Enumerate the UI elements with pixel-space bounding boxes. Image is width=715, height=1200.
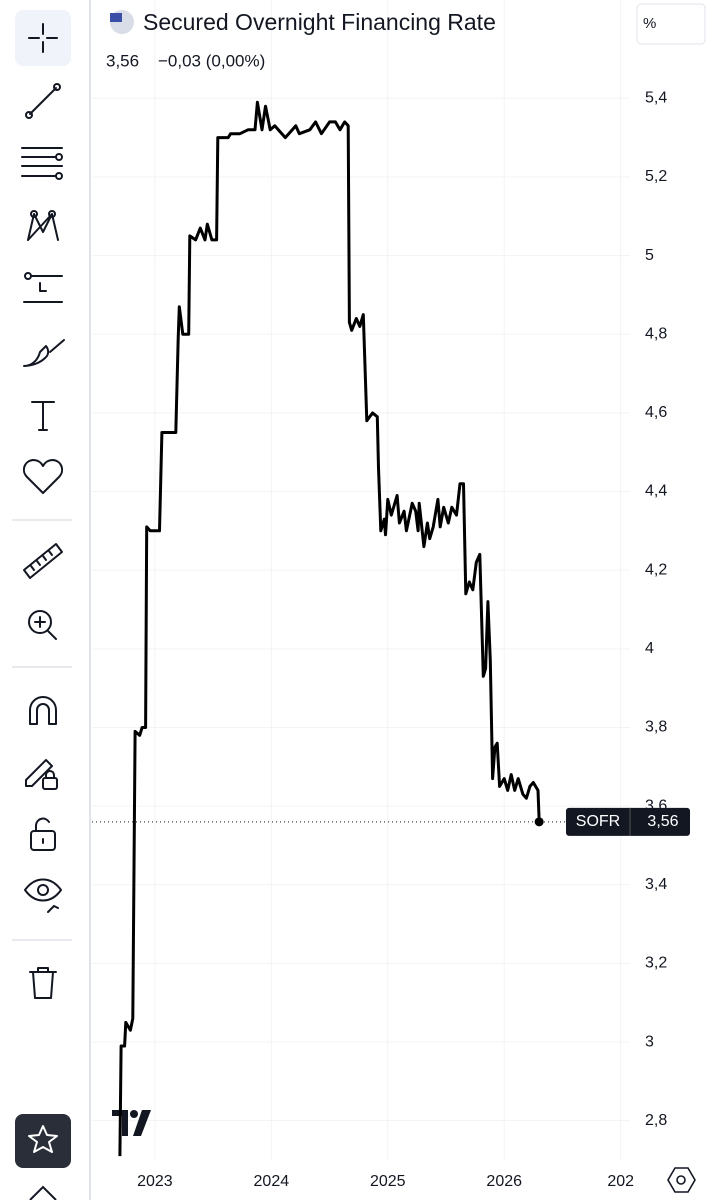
delete-tool[interactable] xyxy=(29,967,57,999)
y-tick-label: 4,4 xyxy=(645,483,667,500)
y-tick-label: 3,4 xyxy=(645,876,667,893)
y-tick-label: 3,8 xyxy=(645,719,667,736)
watchlist-button[interactable] xyxy=(15,1114,71,1168)
lock-drawings-tool[interactable] xyxy=(25,759,58,790)
y-tick-label: 2,8 xyxy=(645,1112,667,1129)
trend-line-tool[interactable] xyxy=(25,83,61,119)
magnet-tool[interactable] xyxy=(29,696,57,725)
hide-tool[interactable] xyxy=(24,878,62,913)
y-tick-label: 4,6 xyxy=(645,404,667,421)
y-tick-label: 5,4 xyxy=(645,90,667,107)
price-badge-label: 3,56 xyxy=(647,813,678,830)
toolbar xyxy=(12,0,91,1200)
tv-logo xyxy=(112,1110,151,1136)
y-tick-label: 5 xyxy=(645,247,654,264)
projection-tool[interactable] xyxy=(23,272,63,303)
y-tick-label: 4,2 xyxy=(645,561,667,578)
crosshair-icon xyxy=(28,23,58,53)
x-tick-label: 2024 xyxy=(254,1173,290,1190)
ruler-tool[interactable] xyxy=(23,543,63,579)
x-tick-label: 2025 xyxy=(370,1173,406,1190)
crosshair-tool[interactable] xyxy=(15,10,71,66)
brush-tool[interactable] xyxy=(23,339,65,367)
x-tick-label: 202 xyxy=(607,1173,634,1190)
price-badge xyxy=(566,807,690,836)
lock-tool[interactable] xyxy=(30,817,56,851)
pattern-tool[interactable] xyxy=(27,210,59,241)
text-tool[interactable] xyxy=(31,401,55,431)
favorites-tool[interactable] xyxy=(22,459,64,494)
unit-box[interactable] xyxy=(636,3,706,45)
flag-canton xyxy=(110,13,122,22)
y-tick-label: 4,8 xyxy=(645,325,667,342)
legend-label: SOFR xyxy=(576,813,620,830)
settings-button[interactable] xyxy=(667,1167,696,1193)
series-line xyxy=(118,100,541,1157)
fib-tool[interactable] xyxy=(21,147,63,180)
grid xyxy=(92,0,630,1160)
y-tick-label: 4 xyxy=(645,640,654,657)
y-tick-label: 3,2 xyxy=(645,955,667,972)
last-price: 3,56 xyxy=(106,51,139,70)
chart-title: Secured Overnight Financing Rate xyxy=(143,9,496,35)
x-tick-label: 2023 xyxy=(137,1173,173,1190)
y-tick-label: 5,2 xyxy=(645,168,667,185)
y-tick-label: 3 xyxy=(645,1033,654,1050)
price-change: −0,03 (0,00%) xyxy=(158,51,265,70)
unit-label: % xyxy=(643,15,656,32)
last-point xyxy=(534,817,544,827)
x-tick-label: 2026 xyxy=(486,1173,522,1190)
zoom-tool[interactable] xyxy=(28,610,57,640)
